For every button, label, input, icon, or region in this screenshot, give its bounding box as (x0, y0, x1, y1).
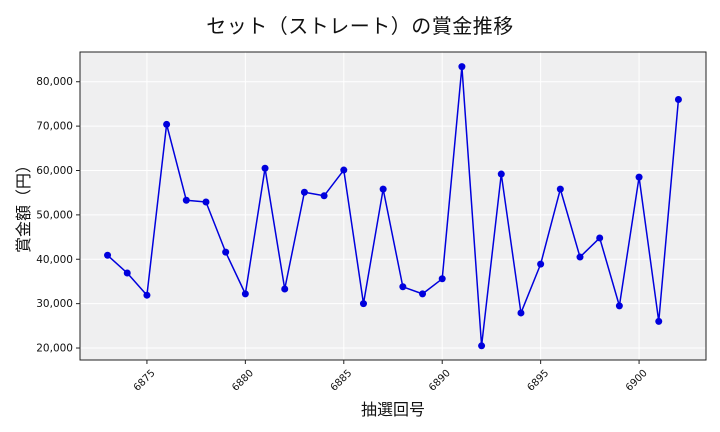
x-axis-label: 抽選回号 (360, 400, 426, 419)
data-point (399, 283, 407, 291)
data-point (674, 95, 682, 103)
data-point (359, 300, 367, 308)
gridlines (80, 52, 706, 360)
data-point (143, 291, 151, 299)
x-tick-label: 6900 (624, 368, 650, 394)
data-point (556, 185, 564, 193)
data-point (104, 251, 112, 259)
data-point (635, 173, 643, 181)
data-point (241, 290, 249, 298)
data-point (478, 342, 486, 350)
data-point (576, 253, 584, 261)
data-point (596, 234, 604, 242)
data-point (340, 166, 348, 174)
data-markers (104, 63, 682, 350)
y-tick-label: 60,000 (36, 165, 73, 177)
data-point (497, 170, 505, 178)
data-point (300, 188, 308, 196)
x-tick-label: 6885 (329, 368, 355, 394)
data-point (517, 309, 525, 317)
y-tick-label: 70,000 (36, 121, 73, 133)
data-point (222, 248, 230, 256)
y-tick-label: 20,000 (36, 343, 73, 355)
x-tick-label: 6875 (132, 368, 158, 394)
data-point (537, 260, 545, 268)
data-point (281, 285, 289, 293)
data-point (458, 63, 466, 71)
data-point (123, 269, 131, 277)
data-point (261, 164, 269, 172)
data-point (438, 275, 446, 283)
y-tick-label: 50,000 (36, 209, 73, 221)
x-tick-label: 6890 (427, 368, 453, 394)
data-point (655, 317, 663, 325)
y-tick-label: 30,000 (36, 298, 73, 310)
plot-frame (79, 51, 707, 361)
data-point (320, 192, 328, 200)
x-tick-label: 6880 (230, 368, 256, 394)
chart-title: セット（ストレート）の賞金推移 (206, 14, 514, 38)
plot-area (80, 52, 706, 360)
data-point (615, 302, 623, 310)
data-point (182, 196, 190, 204)
y-tick-label: 40,000 (36, 254, 73, 266)
data-point (419, 290, 427, 298)
y-tick-label: 80,000 (36, 76, 73, 88)
x-axis-ticks: 6875 6880 6885 6890 6895 6900 (132, 360, 650, 394)
data-point (163, 120, 171, 128)
data-point (379, 185, 387, 193)
y-axis-ticks: 20,000 30,000 40,000 50,000 60,000 70,000 80,0… (36, 76, 80, 355)
x-tick-label: 6895 (526, 368, 552, 394)
data-point (202, 198, 210, 206)
